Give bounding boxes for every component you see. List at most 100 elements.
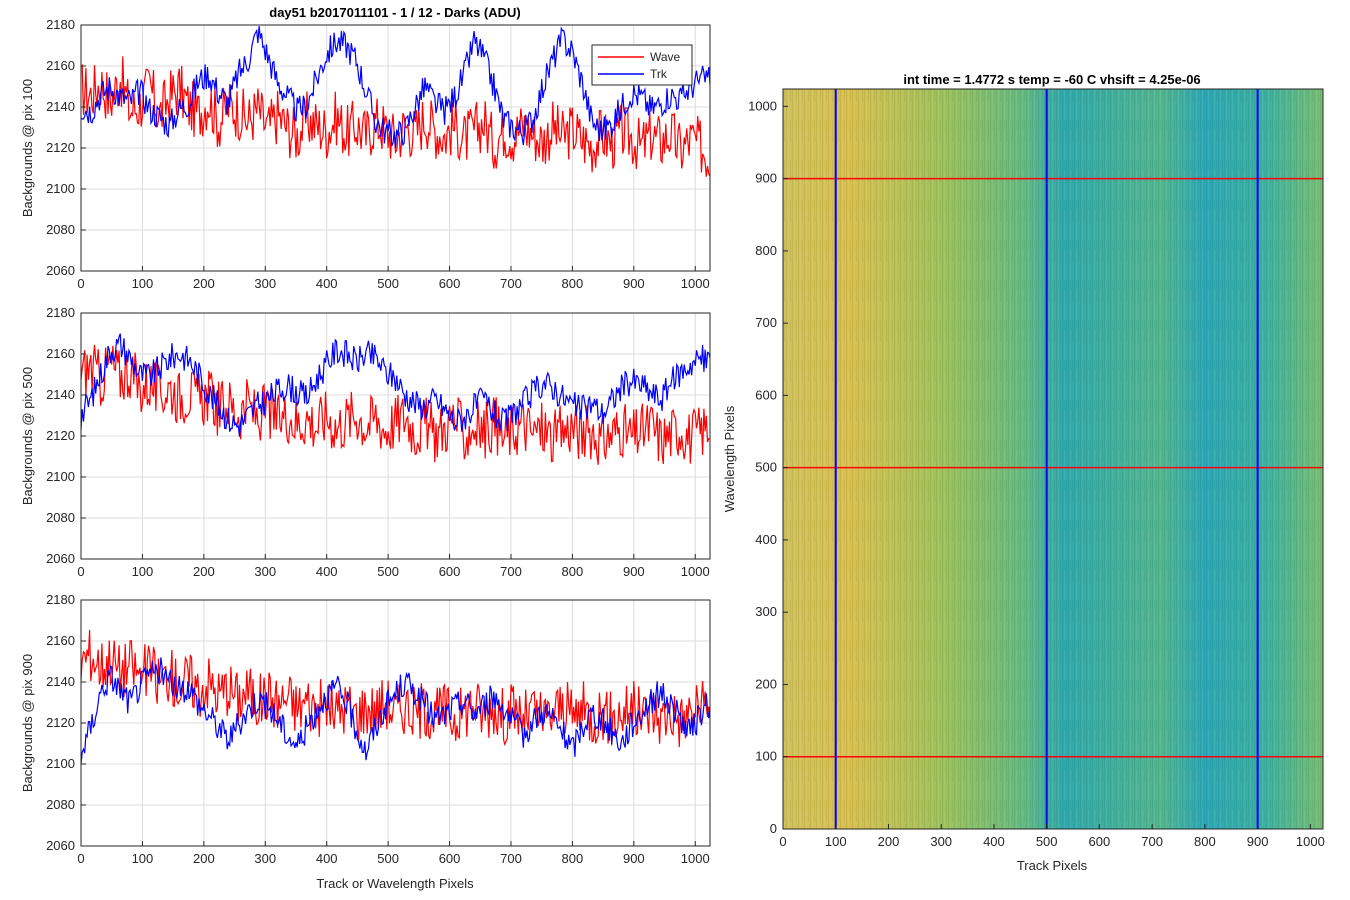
plot-3-xtick-label-6: 600 [439, 851, 461, 866]
heatmap-ytick-label-4: 400 [755, 532, 777, 547]
plot-3-ytick-label-4: 2140 [46, 674, 75, 689]
plot-3-lines [80, 629, 711, 764]
heatmap-xtick-label-9: 900 [1247, 834, 1269, 849]
plot-2-ytick-label-2: 2100 [46, 469, 75, 484]
plot-2-xtick-label-2: 200 [193, 564, 215, 579]
plot-3-ytick-label-1: 2080 [46, 797, 75, 812]
plot-1-ytick-label-6: 2180 [46, 17, 75, 32]
plot-1-ylabel: Backgrounds @ pix 100 [20, 79, 35, 217]
line-plot-1: day51 b2017011101 - 1 / 12 - Darks (ADU)… [20, 5, 711, 291]
plot-3-xtick-label-0: 0 [77, 851, 84, 866]
plot-3-xtick-label-4: 400 [316, 851, 338, 866]
plot-1-ytick-label-3: 2120 [46, 140, 75, 155]
heatmap-cut-lines [783, 89, 1323, 829]
legend-trk-label: Trk [650, 67, 668, 81]
heatmap-ytick-label-3: 300 [755, 604, 777, 619]
plot-1-series-trk [80, 25, 711, 149]
heatmap-ytick-label-1: 100 [755, 749, 777, 764]
heatmap-title: int time = 1.4772 s temp = -60 C vhsift … [903, 72, 1200, 87]
plot-1-lines [80, 25, 711, 177]
heatmap-xtick-label-2: 200 [878, 834, 900, 849]
heatmap-xtick-label-1: 100 [825, 834, 847, 849]
plot-2-grid [80, 312, 710, 560]
plot-2-xtick-label-10: 1000 [681, 564, 710, 579]
plot-2-ytick-label-3: 2120 [46, 428, 75, 443]
plot-3-xtick-label-2: 200 [193, 851, 215, 866]
heatmap-ytick-label-8: 800 [755, 243, 777, 258]
plot-2-ytick-label-0: 2060 [46, 551, 75, 566]
plot-1-xtick-label-9: 900 [623, 276, 645, 291]
plot-3-grid [80, 599, 710, 847]
plot-2-xtick-label-6: 600 [439, 564, 461, 579]
plot-3-ytick-label-3: 2120 [46, 715, 75, 730]
heatmap-ytick-label-7: 700 [755, 315, 777, 330]
heatmap-ticks: 0 100 200 300 400 500 600 700 800 900 1000 0 100 200 3… [748, 98, 1325, 849]
plot-3-ylabel: Backgrounds @ pix 900 [20, 654, 35, 792]
heatmap-ytick-label-5: 500 [755, 460, 777, 475]
plot-1-ytick-label-5: 2160 [46, 58, 75, 73]
heatmap-ylabel: Wavelength Pixels [722, 405, 737, 512]
plot-2-xtick-label-8: 800 [562, 564, 584, 579]
plot-3-ytick-label-5: 2160 [46, 633, 75, 648]
plot-1-ytick-label-4: 2140 [46, 99, 75, 114]
plot-2-series-wave [80, 344, 711, 465]
plot-3-xtick-label-7: 700 [500, 851, 522, 866]
legend-box [591, 44, 693, 86]
plot-2-xtick-label-1: 100 [132, 564, 154, 579]
plot-2-xtick-label-9: 900 [623, 564, 645, 579]
heatmap-ytick-label-9: 900 [755, 171, 777, 186]
plot-1-ytick-label-1: 2080 [46, 222, 75, 237]
heatmap-xtick-label-3: 300 [930, 834, 952, 849]
plot-1-ytick-label-0: 2060 [46, 263, 75, 278]
heatmap-xtick-label-0: 0 [779, 834, 786, 849]
heatmap-xtick-label-8: 800 [1194, 834, 1216, 849]
plot-1-xtick-label-7: 700 [500, 276, 522, 291]
heatmap-xtick-label-6: 600 [1089, 834, 1111, 849]
heatmap-xtick-label-5: 500 [1036, 834, 1058, 849]
plot-1-ytick-label-2: 2100 [46, 181, 75, 196]
heatmap-xtick-label-10: 1000 [1296, 834, 1325, 849]
plot-2-ytick-label-5: 2160 [46, 346, 75, 361]
plot-3-xlabel: Track or Wavelength Pixels [316, 876, 474, 891]
plot-2-xtick-label-7: 700 [500, 564, 522, 579]
heatmap-xlabel: Track Pixels [1017, 858, 1088, 873]
plot-1-xtick-label-8: 800 [562, 276, 584, 291]
plot-2-lines [80, 333, 711, 465]
plot-3-ytick-label-0: 2060 [46, 838, 75, 853]
heatmap-ytick-label-2: 200 [755, 676, 777, 691]
heatmap-xtick-label-7: 700 [1141, 834, 1163, 849]
plot-3-ytick-label-6: 2180 [46, 592, 75, 607]
plot-1-ticks: 0 100 200 300 400 500 600 700 800 900 1000 2060 2080… [46, 17, 710, 291]
plot-3-xtick-label-8: 800 [562, 851, 584, 866]
plot-1-xtick-label-1: 100 [132, 276, 154, 291]
plot-3-xtick-label-10: 1000 [681, 851, 710, 866]
plot-1-xtick-label-4: 400 [316, 276, 338, 291]
plot-2-xtick-label-5: 500 [377, 564, 399, 579]
heatmap-plot: int time = 1.4772 s temp = -60 C vhsift … [722, 72, 1325, 873]
plot-1-xtick-label-6: 600 [439, 276, 461, 291]
plot-2-ticks: 0 100 200 300 400 500 600 700 800 900 1000 2060 2080… [46, 305, 710, 579]
plot-3-xtick-label-9: 900 [623, 851, 645, 866]
plot-1-xtick-label-0: 0 [77, 276, 84, 291]
plot-2-ytick-label-4: 2140 [46, 387, 75, 402]
plot-2-xtick-label-3: 300 [254, 564, 276, 579]
plot-3-ticks: 0 100 200 300 400 500 600 700 800 900 1000 2060 2080… [46, 592, 710, 866]
plot-1-xtick-label-2: 200 [193, 276, 215, 291]
heatmap-ytick-label-6: 600 [755, 387, 777, 402]
plot-3-xtick-label-3: 300 [254, 851, 276, 866]
legend-wave-label: Wave [650, 50, 681, 64]
plot-2-xtick-label-4: 400 [316, 564, 338, 579]
line-plot-3: 0 100 200 300 400 500 600 700 800 900 1000 2060 2080… [20, 592, 711, 891]
heatmap-ytick-label-0: 0 [770, 821, 777, 836]
chart-title-1: day51 b2017011101 - 1 / 12 - Darks (ADU) [269, 5, 520, 20]
plot-3-series-trk [80, 657, 711, 764]
plot-2-xtick-label-0: 0 [77, 564, 84, 579]
plot-3-xtick-label-5: 500 [377, 851, 399, 866]
heatmap-axes-box [782, 88, 1324, 830]
plot-2-series-trk [80, 333, 711, 437]
heatmap-texture [783, 89, 1323, 829]
plot-1-xtick-label-3: 300 [254, 276, 276, 291]
line-plot-2: 0 100 200 300 400 500 600 700 800 900 1000 2060 2080… [20, 305, 711, 579]
plot-1-xtick-label-10: 1000 [681, 276, 710, 291]
